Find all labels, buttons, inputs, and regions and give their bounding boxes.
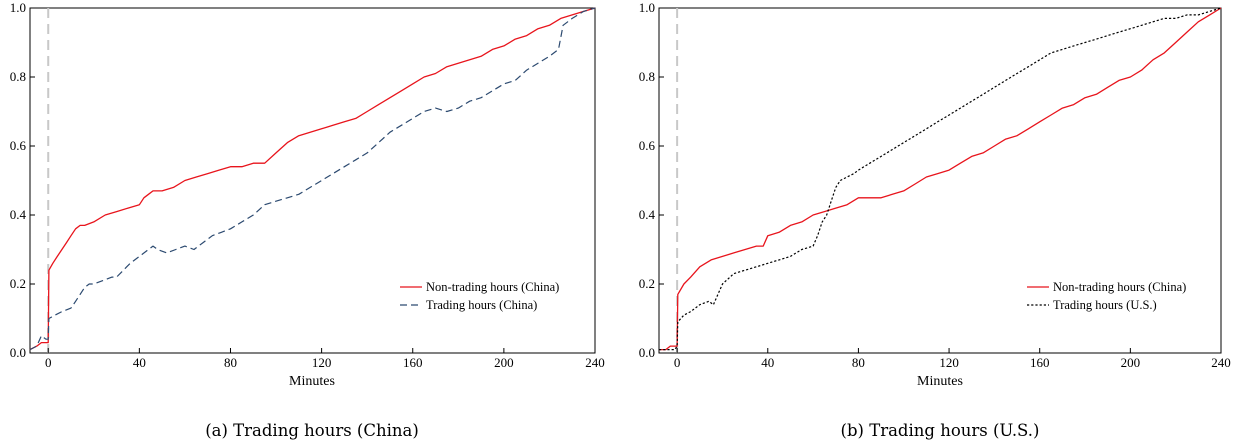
panel-b-caption: (b) Trading hours (U.S.) (841, 421, 1040, 440)
panel-b-series (659, 7, 1222, 351)
panel-a-plot-frame (29, 7, 596, 354)
panel-b-legend: Non-trading hours (China) Trading hours (… (1027, 280, 1186, 312)
panel-b-x-ticks: 0 40 80 120 160 200 240 (674, 348, 1231, 370)
panel-a: 0 40 80 120 160 200 240 0.0 0.2 0.4 0.6 0.8 1.0 Min… (10, 0, 605, 440)
series-line-1 (29, 7, 596, 351)
x-tick-label: 80 (224, 355, 237, 370)
panel-a-y-ticks: 0.0 0.2 0.4 0.6 0.8 1.0 (10, 0, 35, 360)
x-tick-label: 0 (45, 355, 52, 370)
x-tick-label: 80 (852, 355, 865, 370)
panel-a-x-axis-title: Minutes (289, 374, 335, 389)
x-tick-label: 240 (585, 355, 605, 370)
panel-a-caption: (a) Trading hours (China) (205, 421, 419, 440)
y-tick-label: 0.6 (10, 138, 27, 153)
x-tick-label: 160 (1030, 355, 1050, 370)
x-tick-label: 160 (403, 355, 423, 370)
panel-a-x-ticks: 0 40 80 120 160 200 240 (45, 348, 605, 370)
series-line-1 (659, 7, 1222, 351)
legend-label-1: Non-trading hours (China) (426, 280, 559, 294)
x-tick-label: 40 (133, 355, 146, 370)
x-tick-label: 0 (674, 355, 681, 370)
y-tick-label: 1.0 (639, 0, 655, 15)
panel-a-legend: Non-trading hours (China) Trading hours (… (400, 280, 559, 312)
y-tick-label: 1.0 (10, 0, 26, 15)
x-tick-label: 200 (494, 355, 514, 370)
y-tick-label: 0.0 (639, 345, 655, 360)
y-tick-label: 0.2 (10, 276, 26, 291)
y-tick-label: 0.0 (10, 345, 26, 360)
y-tick-label: 0.6 (639, 138, 656, 153)
panel-b-y-ticks: 0.0 0.2 0.4 0.6 0.8 1.0 (639, 0, 664, 360)
y-tick-label: 0.8 (10, 69, 26, 84)
panel-b-x-axis-title: Minutes (917, 374, 963, 389)
y-tick-label: 0.4 (639, 207, 656, 222)
y-tick-label: 0.2 (639, 276, 655, 291)
legend-label-2: Trading hours (China) (426, 298, 537, 312)
y-tick-label: 0.8 (639, 69, 655, 84)
series-line-2 (659, 7, 1222, 351)
panel-a-series (29, 7, 596, 351)
legend-label-2: Trading hours (U.S.) (1053, 298, 1157, 312)
x-tick-label: 120 (312, 355, 332, 370)
x-tick-label: 120 (939, 355, 959, 370)
series-line-2 (29, 7, 596, 351)
y-tick-label: 0.4 (10, 207, 27, 222)
x-tick-label: 40 (761, 355, 774, 370)
x-tick-label: 200 (1121, 355, 1141, 370)
panel-b-plot-frame (658, 7, 1222, 354)
panel-b: 0 40 80 120 160 200 240 0.0 0.2 0.4 0.6 0.8 1.0 Min… (639, 0, 1231, 440)
legend-label-1: Non-trading hours (China) (1053, 280, 1186, 294)
x-tick-label: 240 (1211, 355, 1231, 370)
